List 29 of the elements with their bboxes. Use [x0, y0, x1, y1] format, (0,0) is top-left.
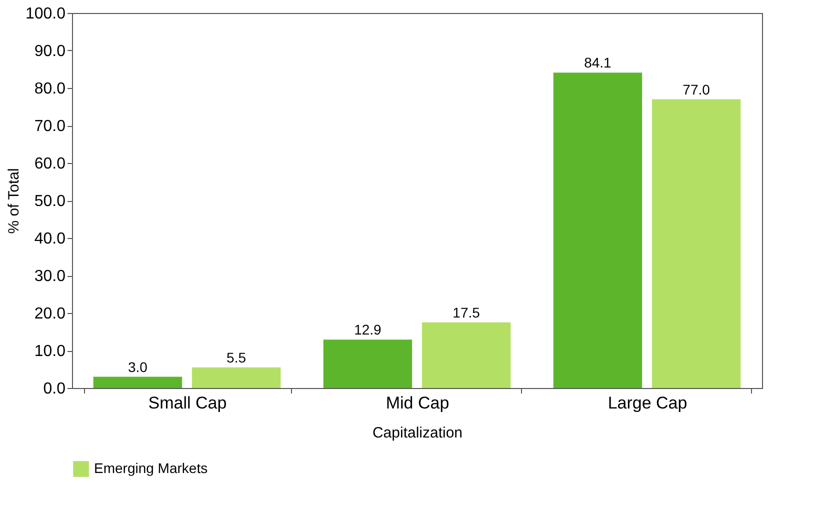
- y-tick-label: 40.0: [34, 230, 66, 248]
- data-label: 77.0: [682, 81, 710, 98]
- y-axis-title: % of Total: [5, 168, 22, 234]
- y-tick-label: 30.0: [34, 268, 66, 285]
- legend-label: Emerging Markets: [94, 460, 208, 476]
- y-tick-label: 20.0: [34, 306, 66, 322]
- bar: [652, 99, 741, 388]
- data-label: 17.5: [452, 304, 480, 320]
- y-tick-label: 50.0: [34, 193, 66, 210]
- data-label: 84.1: [584, 54, 612, 71]
- bar: [422, 322, 511, 388]
- data-label: 3.0: [128, 358, 148, 375]
- x-axis-title: Capitalization: [372, 424, 463, 442]
- x-tick-label: Mid Cap: [386, 394, 450, 412]
- data-label: 12.9: [354, 322, 382, 338]
- x-tick-label: Small Cap: [148, 394, 227, 412]
- bar: [192, 367, 281, 388]
- bar: [93, 376, 182, 388]
- data-label: 5.5: [226, 349, 246, 366]
- y-tick-label: 0.0: [43, 380, 66, 398]
- y-tick-label: 90.0: [34, 43, 66, 60]
- x-tick-label: Large Cap: [608, 394, 688, 412]
- y-tick-label: 70.0: [34, 118, 66, 135]
- bar: [323, 340, 412, 388]
- y-tick-label: 10.0: [34, 343, 66, 360]
- y-tick-label: 60.0: [34, 156, 66, 172]
- y-tick-label: 100.0: [25, 6, 66, 22]
- bar: [553, 72, 642, 388]
- y-tick-label: 80.0: [34, 80, 66, 98]
